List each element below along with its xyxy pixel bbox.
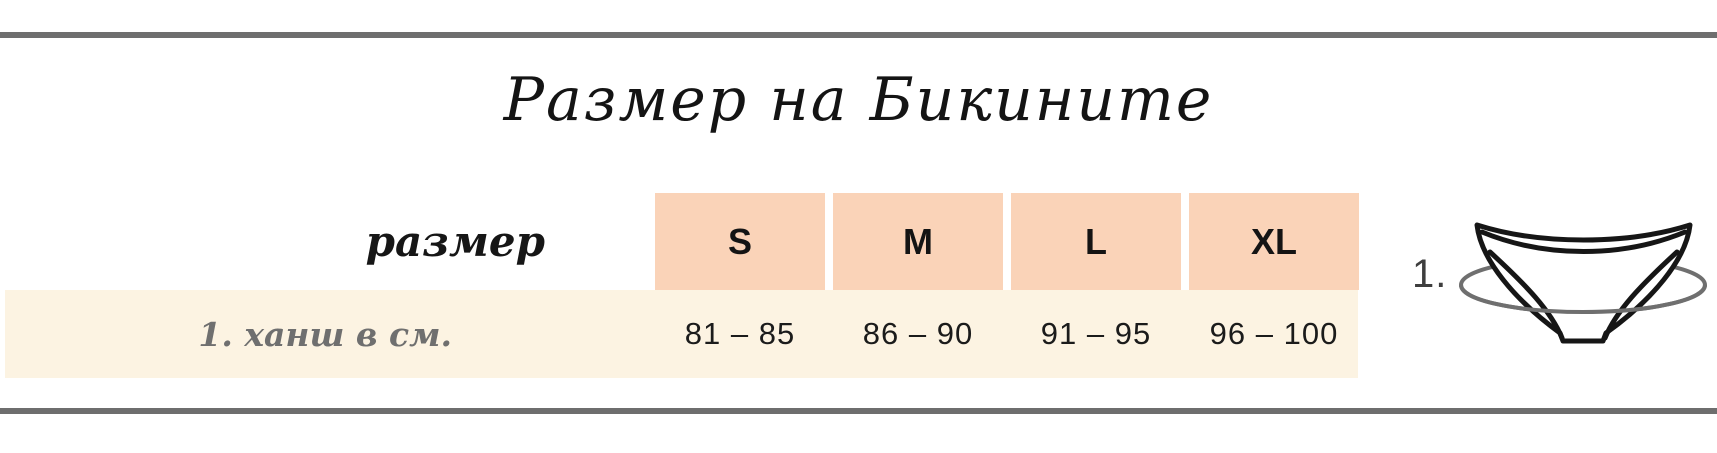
measurement-1-marker: 1. [1412, 252, 1448, 296]
hip-measure-ellipse-front [1459, 284, 1707, 314]
top-divider-line [0, 32, 1717, 38]
bottom-divider-line [0, 408, 1717, 414]
column-header-xl: XL [1189, 193, 1359, 290]
cell-value-m: 86 – 90 [862, 316, 974, 351]
size-column-label: размер [365, 217, 545, 266]
column-header-m: M [833, 193, 1003, 290]
left-leg-seam [1487, 249, 1565, 341]
waistband-seam [1479, 229, 1688, 254]
column-header-l: L [1011, 193, 1181, 290]
bikini-bottom-icon [1459, 222, 1707, 344]
cell-value-l: 91 – 95 [1040, 316, 1152, 351]
row-label-hip-cm: 1. ханш в см. [198, 314, 452, 354]
table-row [5, 290, 1358, 378]
page-title: Размер на Бикините [503, 65, 1214, 135]
cell-value-xl: 96 – 100 [1209, 316, 1339, 351]
right-leg-seam [1602, 249, 1680, 341]
column-header-s: S [655, 193, 825, 290]
bikini-bottom-illustration [1410, 205, 1717, 365]
cell-value-s: 81 – 85 [684, 316, 796, 351]
panties-outline [1474, 222, 1693, 344]
